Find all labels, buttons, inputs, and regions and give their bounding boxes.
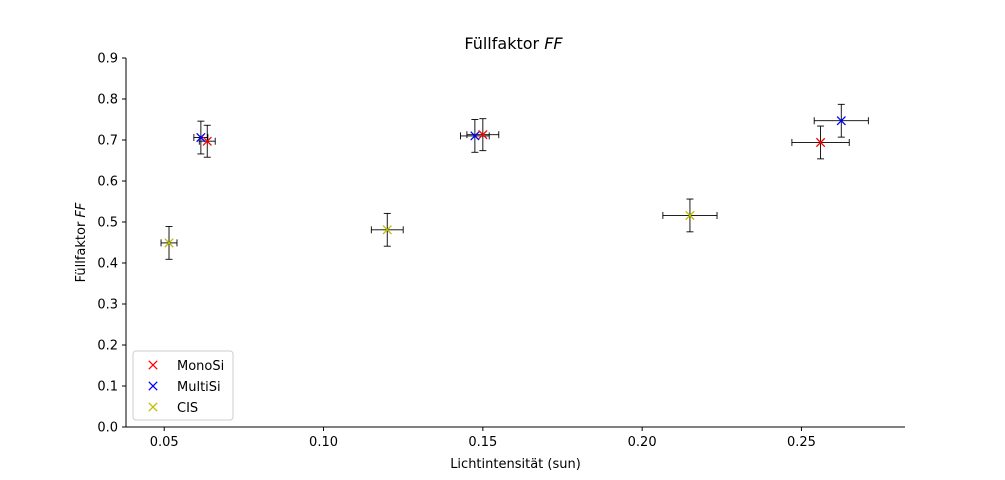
y-tick-label: 0.3 — [97, 298, 118, 313]
marker-stroke — [382, 225, 392, 235]
legend-entry-multisi: MultiSi — [148, 380, 221, 395]
x-tick-label: 0.15 — [468, 435, 497, 450]
legend-label: MultiSi — [177, 380, 221, 395]
marker-stroke — [478, 130, 488, 140]
marker-stroke — [470, 131, 480, 141]
legend-marker — [148, 381, 158, 391]
data-point-multisi — [470, 131, 480, 141]
y-tick-label: 0.0 — [97, 421, 118, 436]
y-tick-label: 0.6 — [97, 175, 118, 190]
marker-stroke — [815, 137, 826, 148]
legend-entry-monosi: MonoSi — [148, 359, 224, 374]
legend-label: CIS — [177, 401, 198, 416]
legend-label: MonoSi — [177, 359, 224, 374]
marker-stroke — [836, 116, 846, 126]
legend-marker — [148, 360, 158, 370]
y-tick-label: 0.4 — [97, 257, 118, 272]
data-point-cis — [685, 210, 695, 221]
legend: MonoSi MultiSi CIS — [132, 350, 234, 421]
data-point-multisi — [196, 132, 206, 143]
y-tick-label: 0.5 — [97, 216, 118, 231]
x-axis-title: Lichtintensität (sun) — [450, 457, 581, 472]
marker-stroke — [164, 238, 174, 248]
x-tick-label: 0.05 — [150, 435, 179, 450]
marker-stroke — [202, 136, 212, 146]
marker-stroke — [196, 132, 206, 143]
y-axis-title: Füllfaktor FF — [74, 202, 89, 282]
x-tick-label: 0.10 — [309, 435, 338, 450]
y-tick-label: 0.9 — [97, 52, 118, 67]
y-tick-label: 0.8 — [97, 93, 118, 108]
data-markers — [164, 116, 846, 248]
legend-box — [132, 350, 234, 421]
y-tick-label: 0.1 — [97, 380, 118, 395]
x-tick-label: 0.25 — [787, 435, 816, 450]
data-point-monosi — [815, 137, 826, 148]
chart-title: Füllfaktor FF — [464, 34, 563, 53]
data-point-cis — [382, 225, 392, 235]
data-point-multisi — [836, 116, 846, 126]
legend-marker — [148, 402, 158, 412]
y-tick-label: 0.7 — [97, 134, 118, 149]
data-point-monosi — [478, 130, 488, 140]
data-point-monosi — [202, 136, 212, 146]
marker-stroke — [685, 210, 695, 221]
error-bars — [160, 103, 869, 260]
axes: 0.05 0.10 0.15 0.20 0.25 0.0 0.1 0.2 0.3 0.4 0.5 0.… — [74, 34, 905, 472]
legend-entry-cis: CIS — [148, 401, 198, 416]
data-point-cis — [164, 238, 174, 248]
x-tick-label: 0.20 — [628, 435, 657, 450]
y-tick-label: 0.2 — [97, 339, 118, 354]
